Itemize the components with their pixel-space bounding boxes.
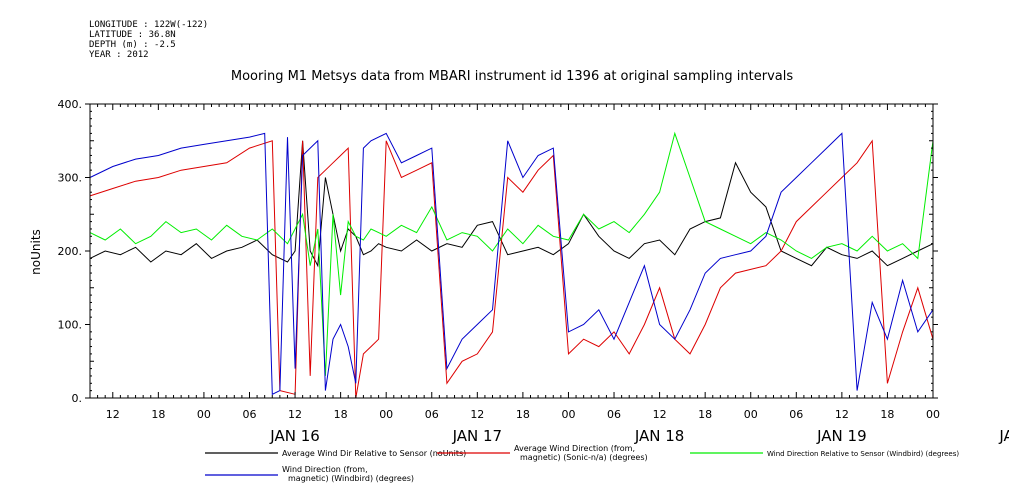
y-axis-label: noUnits xyxy=(29,229,43,275)
x-day-label: JAN 18 xyxy=(634,427,685,445)
axes-layer: 0. 100. 200. 300. 400. 12 18 00 06 12 18 00 06 12 18 00… xyxy=(58,98,1009,445)
x-hour-label: 18 xyxy=(516,408,530,421)
y-tick-label: 300. xyxy=(58,172,83,185)
x-hour-label: 18 xyxy=(151,408,165,421)
x-day-label: JAN 16 xyxy=(269,427,320,445)
x-hour-label: 12 xyxy=(106,408,120,421)
x-hour-label: 12 xyxy=(653,408,667,421)
legend-label-1: Average Wind Dir Relative to Sensor (noU… xyxy=(282,449,466,458)
legend-label-2: Average Wind Direction (from, xyxy=(514,444,635,453)
x-hour-label: 06 xyxy=(425,408,439,421)
x-day-label: JAN 17 xyxy=(452,427,503,445)
x-hour-label: 06 xyxy=(242,408,256,421)
x-hour-label: 00 xyxy=(197,408,211,421)
plot-frame xyxy=(89,103,934,399)
series-line-1 xyxy=(89,140,934,268)
series-line-4 xyxy=(89,132,934,396)
y-tick-label: 0. xyxy=(72,392,83,405)
x-hour-label: 06 xyxy=(789,408,803,421)
x-hour-label: 00 xyxy=(561,408,575,421)
metadata-block: LONGITUDE : 122W(-122) LATITUDE : 36.8N … xyxy=(89,20,208,60)
x-hour-label: 00 xyxy=(379,408,393,421)
depth-text: DEPTH (m) : -2.5 xyxy=(89,40,176,50)
y-tick-label: 400. xyxy=(58,98,83,111)
legend-label-4: Wind Direction (from, xyxy=(282,465,368,474)
x-hour-label: 00 xyxy=(926,408,940,421)
legend-label-4: magnetic) (Windbird) (degrees) xyxy=(288,474,414,483)
series-layer xyxy=(89,131,934,399)
legend-label-2: magnetic) (Sonic-n/a) (degrees) xyxy=(520,453,648,462)
x-hour-label: 18 xyxy=(698,408,712,421)
legend: Average Wind Dir Relative to Sensor (noU… xyxy=(205,444,959,483)
series-line-3 xyxy=(89,131,934,376)
x-hour-label: 00 xyxy=(744,408,758,421)
x-hour-label: 06 xyxy=(607,408,621,421)
y-tick-label: 100. xyxy=(58,319,83,332)
y-tick-label: 200. xyxy=(58,245,83,258)
x-day-label: JAN 19 xyxy=(816,427,867,445)
x-hour-label: 12 xyxy=(288,408,302,421)
x-hour-label: 18 xyxy=(880,408,894,421)
latitude-text: LATITUDE : 36.8N xyxy=(89,30,176,40)
x-hour-label: 12 xyxy=(470,408,484,421)
series-line-2 xyxy=(89,139,934,399)
longitude-text: LONGITUDE : 122W(-122) xyxy=(89,20,209,30)
legend-label-3: Wind Direction Relative to Sensor (Windb… xyxy=(767,450,959,458)
x-day-label: JAN 20 xyxy=(998,427,1009,445)
year-text: YEAR : 2012 xyxy=(89,50,149,60)
x-hour-label: 18 xyxy=(334,408,348,421)
x-hour-label: 12 xyxy=(835,408,849,421)
chart-title: Mooring M1 Metsys data from MBARI instru… xyxy=(231,69,793,84)
